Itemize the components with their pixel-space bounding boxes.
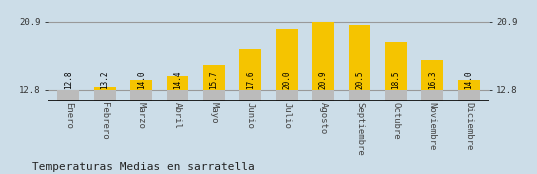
Text: 18.5: 18.5 [391,70,401,89]
Bar [458,80,480,90]
Bar [94,86,115,90]
Bar [385,90,407,101]
Text: 17.6: 17.6 [246,70,255,89]
Text: 20.5: 20.5 [355,70,364,89]
Bar [422,60,443,90]
Bar [130,90,152,101]
Bar [203,90,225,101]
Text: 20.0: 20.0 [282,70,291,89]
Text: 12.8: 12.8 [64,70,73,89]
Text: 13.2: 13.2 [100,70,109,89]
Text: 14.0: 14.0 [464,70,473,89]
Bar [349,25,371,90]
Bar [240,90,261,101]
Bar [276,90,297,101]
Bar [130,80,152,90]
Bar [240,49,261,90]
Bar [422,90,443,101]
Bar [57,90,79,101]
Bar [276,29,297,90]
Bar [94,90,115,101]
Bar [203,65,225,90]
Bar [458,90,480,101]
Bar [166,76,188,90]
Bar [385,42,407,90]
Text: Temperaturas Medias en sarratella: Temperaturas Medias en sarratella [32,162,255,172]
Text: 16.3: 16.3 [428,70,437,89]
Text: 15.7: 15.7 [209,70,219,89]
Bar [349,90,371,101]
Text: 14.0: 14.0 [136,70,146,89]
Bar [312,22,334,90]
Bar [312,90,334,101]
Text: 14.4: 14.4 [173,70,182,89]
Bar [166,90,188,101]
Text: 20.9: 20.9 [318,70,328,89]
